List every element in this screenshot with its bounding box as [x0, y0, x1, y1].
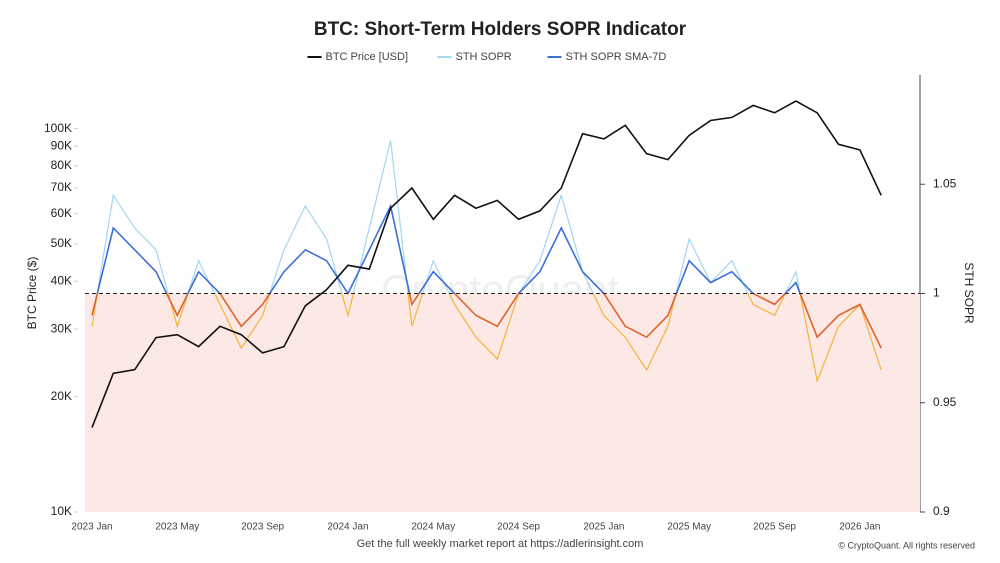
series-line	[91, 100, 882, 428]
y2-axis-label: STH SOPR	[962, 262, 976, 324]
x-tick-label: 2023 Sep	[241, 522, 284, 533]
series-line	[96, 203, 802, 294]
y-tick-label: 50K	[51, 236, 72, 250]
y-tick-label: 100K	[44, 121, 72, 135]
y-tick-label: 80K	[51, 158, 72, 172]
footer: Get the full weekly market report at htt…	[357, 538, 644, 550]
legend-label: STH SOPR	[456, 51, 512, 63]
y2-tick-label: 0.95	[933, 395, 957, 409]
y-tick-label: 20K	[51, 389, 72, 403]
y-tick-label: 60K	[51, 206, 72, 220]
shade-below-reference	[85, 293, 920, 512]
x-tick-label: 2023 Jan	[71, 522, 112, 533]
series-line-below	[91, 293, 882, 349]
y-tick-label: 40K	[51, 273, 72, 287]
y-axis-label: BTC Price ($)	[25, 257, 39, 330]
x-tick-label: 2024 May	[411, 522, 455, 533]
x-tick-label: 2025 Jan	[583, 522, 624, 533]
x-tick-label: 2024 Jan	[327, 522, 368, 533]
x-tick-label: 2025 May	[667, 522, 711, 533]
copyright: © CryptoQuant. All rights reserved	[838, 540, 975, 550]
y2-tick-label: 1	[933, 286, 940, 300]
y-tick-label: 90K	[51, 138, 72, 152]
legend-label: BTC Price [USD]	[326, 51, 409, 63]
chart-title: BTC: Short-Term Holders SOPR Indicator	[314, 19, 687, 40]
x-tick-label: 2025 Sep	[753, 522, 796, 533]
y2-tick-label: 1.05	[933, 176, 957, 190]
y2-tick-label: 0.9	[933, 504, 950, 518]
y-tick-label: 10K	[51, 504, 72, 518]
y-tick-label: 70K	[51, 180, 72, 194]
y-tick-label: 30K	[51, 321, 72, 335]
x-tick-label: 2023 May	[155, 522, 199, 533]
series-line-below	[91, 293, 882, 384]
x-tick-label: 2026 Jan	[839, 522, 880, 533]
legend-label: STH SOPR SMA-7D	[566, 51, 667, 63]
x-tick-label: 2024 Sep	[497, 522, 540, 533]
legend: BTC Price [USD] STH SOPR STH SOPR SMA-7D	[307, 51, 667, 63]
